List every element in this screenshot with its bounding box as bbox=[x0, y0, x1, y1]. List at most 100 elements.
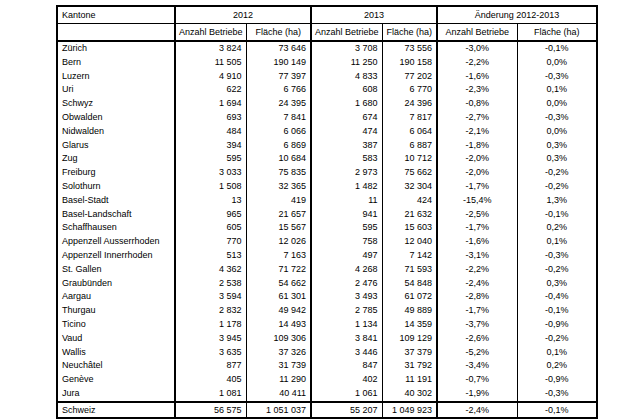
cell-flaeche-aenderung: -0,4% bbox=[517, 290, 597, 304]
table-row: Aargau 3 594 61 301 3 493 61 072 -2,8% -… bbox=[57, 290, 597, 304]
cell-betriebe-2013: 595 bbox=[311, 221, 382, 235]
table-row: Graubünden 2 538 54 662 2 476 54 848 -2,… bbox=[57, 277, 597, 291]
cell-flaeche-2012: 54 662 bbox=[246, 277, 311, 291]
cell-betriebe-aenderung: -2,2% bbox=[437, 263, 517, 277]
cell-betriebe-2012: 4 362 bbox=[175, 263, 246, 277]
cell-kanton: Basel-Stadt bbox=[57, 194, 175, 208]
cell-betriebe-2012: 3 594 bbox=[175, 290, 246, 304]
cell-betriebe-2013: 2 973 bbox=[311, 166, 382, 180]
table-footer: Schweiz 56 575 1 051 037 55 207 1 049 92… bbox=[57, 402, 597, 419]
cell-betriebe-aenderung: -2,0% bbox=[437, 152, 517, 166]
header-year-2012: 2012 bbox=[175, 6, 311, 24]
cell-betriebe-2012: 1 178 bbox=[175, 318, 246, 332]
cell-flaeche-2013: 14 359 bbox=[382, 318, 437, 332]
table-row: Jura 1 081 40 411 1 061 40 302 -1,9% -0,… bbox=[57, 387, 597, 402]
cell-flaeche-aenderung: 0,3% bbox=[517, 139, 597, 153]
cell-flaeche-aenderung: 0,1% bbox=[517, 235, 597, 249]
cell-kanton: Neuchâtel bbox=[57, 359, 175, 373]
cell-flaeche-2012: 12 026 bbox=[246, 235, 311, 249]
cell-betriebe-2012: 965 bbox=[175, 208, 246, 222]
table-row: Schaffhausen 605 15 567 595 15 603 -1,7%… bbox=[57, 221, 597, 235]
cell-kanton: Thurgau bbox=[57, 304, 175, 318]
cell-betriebe-2013: 1 061 bbox=[311, 387, 382, 402]
cell-betriebe-aenderung: -3,1% bbox=[437, 249, 517, 263]
cell-betriebe-2013: 608 bbox=[311, 83, 382, 97]
cell-flaeche-aenderung: 0,3% bbox=[517, 277, 597, 291]
cell-betriebe-aenderung: -2,7% bbox=[437, 111, 517, 125]
table-row: Basel-Stadt 13 419 11 424 -15,4% 1,3% bbox=[57, 194, 597, 208]
cell-kanton: Schwyz bbox=[57, 97, 175, 111]
cell-kanton: Uri bbox=[57, 83, 175, 97]
cell-flaeche-2012: 21 657 bbox=[246, 208, 311, 222]
cell-flaeche-2013: 49 889 bbox=[382, 304, 437, 318]
cell-betriebe-2012: 1 508 bbox=[175, 180, 246, 194]
cell-flaeche-2012: 7 841 bbox=[246, 111, 311, 125]
cell-betriebe-2012: 770 bbox=[175, 235, 246, 249]
cell-betriebe-2013: 11 bbox=[311, 194, 382, 208]
cell-betriebe-aenderung: -1,8% bbox=[437, 139, 517, 153]
table-row: Neuchâtel 877 31 739 847 31 792 -3,4% 0,… bbox=[57, 359, 597, 373]
table-header: Kantone 2012 2013 Änderung 2012-2013 Anz… bbox=[57, 6, 597, 41]
cell-kanton: Appenzell Innerrhoden bbox=[57, 249, 175, 263]
cell-flaeche-aenderung: -0,2% bbox=[517, 263, 597, 277]
cell-flaeche-aenderung: 0,1% bbox=[517, 83, 597, 97]
cell-flaeche-aenderung: -0,3% bbox=[517, 387, 597, 402]
table-row: Zug 595 10 684 583 10 712 -2,0% 0,3% bbox=[57, 152, 597, 166]
header-year-row: Kantone 2012 2013 Änderung 2012-2013 bbox=[57, 6, 597, 24]
cell-flaeche-2013: 54 848 bbox=[382, 277, 437, 291]
cell-flaeche-aenderung: 0,2% bbox=[517, 359, 597, 373]
cell-flaeche-aenderung: -0,3% bbox=[517, 70, 597, 84]
cell-flaeche-aenderung: -0,1% bbox=[517, 208, 597, 222]
subheader-flaeche-2013: Fläche (ha) bbox=[382, 24, 437, 42]
cell-betriebe-2013: 4 833 bbox=[311, 70, 382, 84]
cell-flaeche-2013: 109 129 bbox=[382, 332, 437, 346]
cell-flaeche-aenderung: 0,2% bbox=[517, 221, 597, 235]
table-row: Appenzell Innerrhoden 513 7 163 497 7 14… bbox=[57, 249, 597, 263]
cell-betriebe-2012: 693 bbox=[175, 111, 246, 125]
cell-betriebe-aenderung: -1,6% bbox=[437, 235, 517, 249]
cell-betriebe-aenderung: -2,6% bbox=[437, 332, 517, 346]
header-year-2013: 2013 bbox=[311, 6, 437, 24]
cell-betriebe-2012: 13 bbox=[175, 194, 246, 208]
table-body: Zürich 3 824 73 646 3 708 73 556 -3,0% -… bbox=[57, 41, 597, 402]
total-row-label: Schweiz bbox=[57, 402, 175, 419]
cell-flaeche-2013: 7 142 bbox=[382, 249, 437, 263]
subheader-anzahl-betriebe-2012: Anzahl Betriebe bbox=[175, 24, 246, 42]
cell-flaeche-2012: 40 411 bbox=[246, 387, 311, 402]
cell-flaeche-2012: 75 835 bbox=[246, 166, 311, 180]
cell-betriebe-aenderung: -3,4% bbox=[437, 359, 517, 373]
table-row: Ticino 1 178 14 493 1 134 14 359 -3,7% -… bbox=[57, 318, 597, 332]
cell-betriebe-2012: 484 bbox=[175, 125, 246, 139]
cell-betriebe-2012: 605 bbox=[175, 221, 246, 235]
cell-betriebe-aenderung: -0,8% bbox=[437, 97, 517, 111]
cell-betriebe-aenderung: -2,4% bbox=[437, 277, 517, 291]
cell-betriebe-2013: 3 841 bbox=[311, 332, 382, 346]
cell-betriebe-2013: 1 482 bbox=[311, 180, 382, 194]
cell-kanton: Nidwalden bbox=[57, 125, 175, 139]
cell-betriebe-2013: 497 bbox=[311, 249, 382, 263]
cell-betriebe-2013: 941 bbox=[311, 208, 382, 222]
cell-flaeche-2013: 11 191 bbox=[382, 373, 437, 387]
cell-kanton: Genève bbox=[57, 373, 175, 387]
cell-flaeche-2013: 6 064 bbox=[382, 125, 437, 139]
cell-betriebe-2012: 877 bbox=[175, 359, 246, 373]
table-row: Luzern 4 910 77 397 4 833 77 202 -1,6% -… bbox=[57, 70, 597, 84]
cell-betriebe-aenderung: -2,0% bbox=[437, 166, 517, 180]
table-row: Nidwalden 484 6 066 474 6 064 -2,1% 0,0% bbox=[57, 125, 597, 139]
statistics-table-container: Kantone 2012 2013 Änderung 2012-2013 Anz… bbox=[56, 5, 598, 419]
cell-flaeche-2012: 61 301 bbox=[246, 290, 311, 304]
cell-betriebe-2013: 758 bbox=[311, 235, 382, 249]
table-row: Basel-Landschaft 965 21 657 941 21 632 -… bbox=[57, 208, 597, 222]
cell-betriebe-aenderung: -3,7% bbox=[437, 318, 517, 332]
cell-flaeche-2013: 12 040 bbox=[382, 235, 437, 249]
table-row: Uri 622 6 766 608 6 770 -2,3% 0,1% bbox=[57, 83, 597, 97]
cell-betriebe-aenderung: -2,8% bbox=[437, 290, 517, 304]
cell-betriebe-2012: 3 945 bbox=[175, 332, 246, 346]
cell-flaeche-2013: 7 817 bbox=[382, 111, 437, 125]
cell-flaeche-aenderung: -0,2% bbox=[517, 332, 597, 346]
cell-kanton: Solothurn bbox=[57, 180, 175, 194]
cell-betriebe-2013: 3 708 bbox=[311, 41, 382, 56]
cell-kanton: Wallis bbox=[57, 346, 175, 360]
table-row: Solothurn 1 508 32 365 1 482 32 304 -1,7… bbox=[57, 180, 597, 194]
cell-betriebe-2013: 387 bbox=[311, 139, 382, 153]
